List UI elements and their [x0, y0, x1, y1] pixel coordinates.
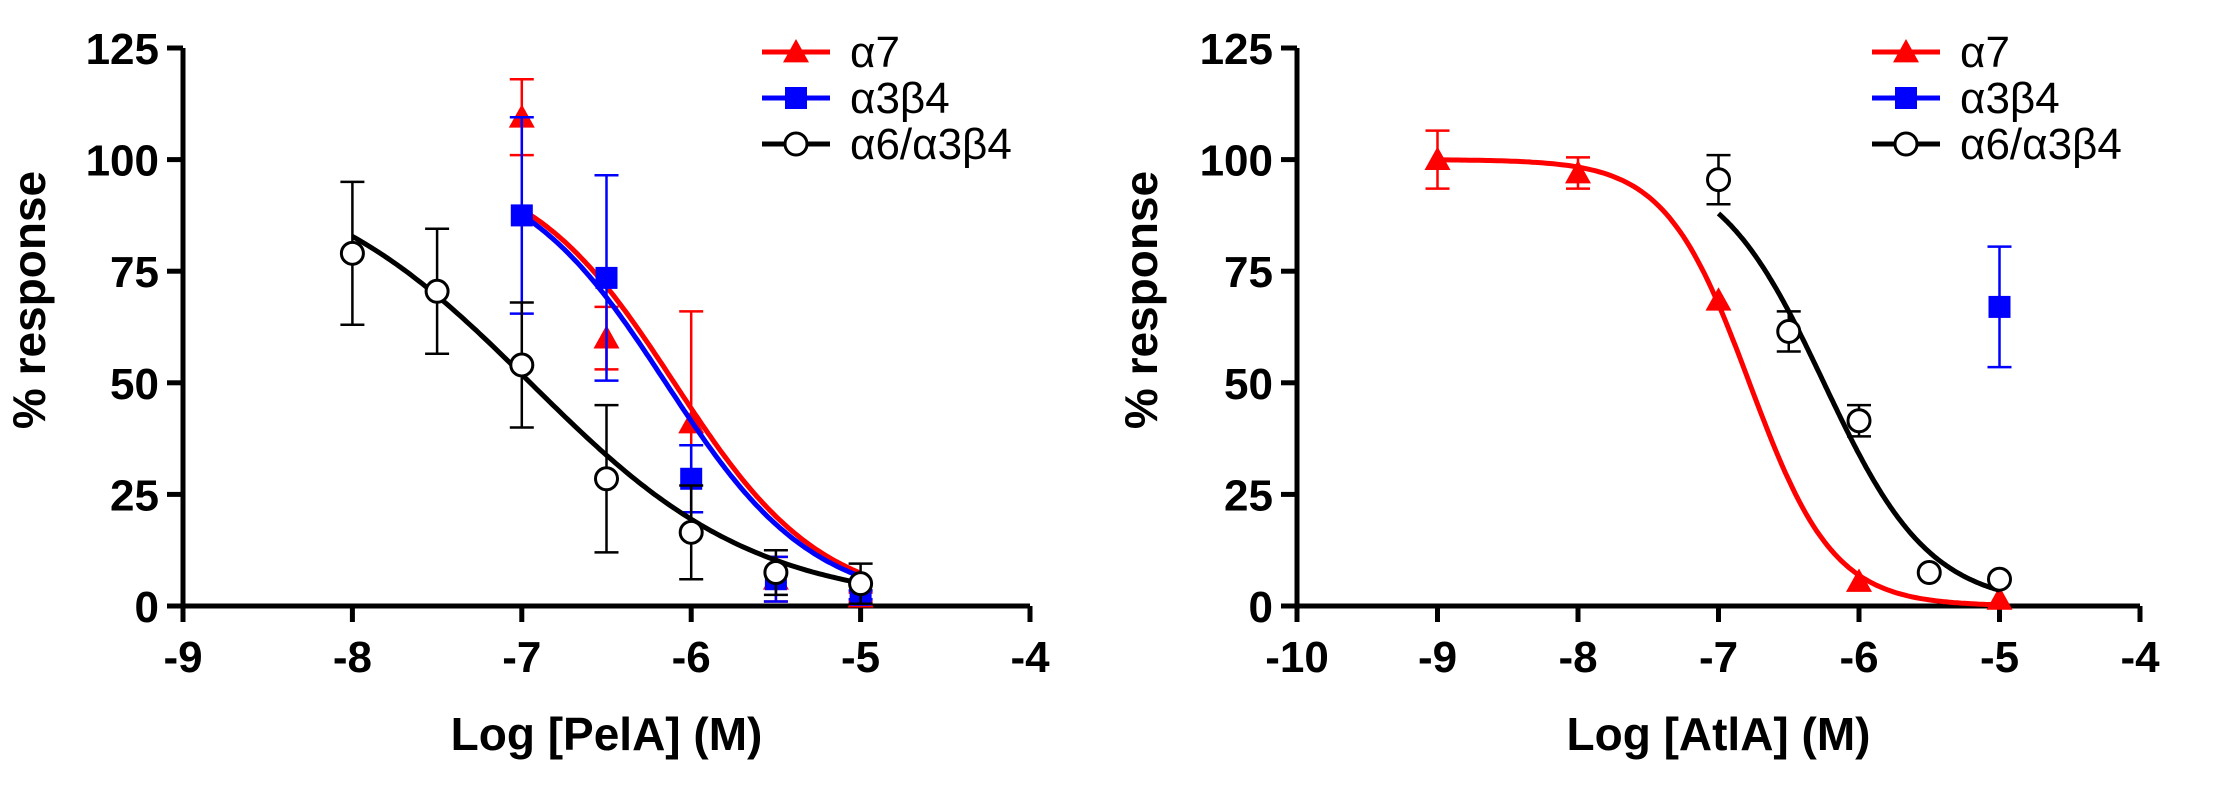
data-point-a3b4: [510, 204, 533, 227]
series-a7: [1424, 129, 2013, 610]
legend-entry-a6: α6/α3β4: [1872, 120, 2122, 169]
x-tick-label: -8: [333, 633, 372, 682]
y-tick-label: 25: [110, 471, 159, 520]
x-tick-label: -9: [1418, 633, 1457, 682]
data-point-a6: [848, 571, 874, 597]
y-axis-title: % response: [3, 171, 55, 429]
y-tick-label: 100: [1200, 137, 1273, 186]
data-point-a6: [509, 352, 535, 378]
data-point-a6: [339, 240, 365, 266]
legend-label: α3β4: [1960, 74, 2060, 123]
fit-curve-a3b4: [520, 212, 862, 579]
y-axis-title: % response: [1115, 171, 1167, 429]
data-point-a6: [1916, 560, 1942, 586]
data-point-a7: [508, 104, 535, 128]
data-point-a6: [1987, 566, 2012, 592]
y-tick-label: 75: [110, 248, 159, 297]
data-point-a6: [1706, 167, 1731, 193]
x-axis-title: Log [PelA] (M): [451, 708, 763, 760]
y-tick-label: 0: [135, 583, 159, 632]
legend-marker-a3b4: [785, 87, 807, 109]
y-tick-label: 25: [1224, 471, 1273, 520]
legend-label: α6/α3β4: [850, 120, 1012, 169]
y-tick-label: 125: [86, 25, 159, 74]
y-tick-label: 100: [86, 137, 159, 186]
data-point-a3b4: [1988, 295, 2011, 318]
x-tick-label: -4: [2120, 633, 2160, 682]
series-a6: [339, 180, 874, 606]
data-point-a7: [1424, 146, 1451, 170]
legend-label: α6/α3β4: [1960, 120, 2122, 169]
data-point-a6: [1846, 408, 1872, 434]
legend-label: α7: [850, 28, 900, 77]
x-tick-label: -6: [1839, 633, 1878, 682]
x-tick-label: -9: [163, 633, 202, 682]
x-axis-title: Log [AtlA] (M): [1567, 708, 1871, 760]
data-point-a7: [1705, 287, 1732, 311]
x-tick-label: -5: [1980, 633, 2019, 682]
x-tick-label: -6: [672, 633, 711, 682]
legend-entry-a3b4: α3β4: [1872, 74, 2060, 123]
data-point-a3b4: [595, 266, 618, 289]
x-tick-label: -5: [841, 633, 880, 682]
x-tick-label: -4: [1010, 633, 1050, 682]
data-point-a6: [424, 278, 450, 304]
y-tick-label: 50: [1224, 360, 1273, 409]
fit-curve-a6: [1716, 211, 2001, 593]
legend-marker-a7: [1893, 39, 1919, 63]
legend-marker-a6: [783, 131, 809, 157]
x-tick-label: -7: [502, 633, 541, 682]
y-tick-label: 50: [110, 360, 159, 409]
x-tick-label: -7: [1699, 633, 1738, 682]
data-point-a6: [594, 466, 619, 492]
legend-entry-a7: α7: [1872, 28, 2010, 77]
legend-entry-a6: α6/α3β4: [762, 120, 1012, 169]
y-tick-label: 125: [1200, 25, 1273, 74]
pela-panel: -9 -8 -7 -6 -5 -4 0 25 50 75 100 125 Log [PelA] (M)%…: [3, 25, 1050, 760]
data-point-a7: [1846, 568, 1872, 592]
y-tick-label: 0: [1249, 583, 1273, 632]
atla-panel: -10 -9 -8 -7 -6 -5 -4 0 25 50 75 100 125 Log [AtlA] (…: [1115, 25, 2160, 760]
x-tick-label: -8: [1558, 633, 1597, 682]
legend-label: α3β4: [850, 74, 950, 123]
legend-marker-a7: [783, 39, 809, 63]
y-tick-label: 75: [1224, 248, 1273, 297]
data-point-a6: [763, 560, 789, 586]
x-tick-label: -10: [1265, 633, 1329, 682]
data-point-a7: [1565, 159, 1591, 184]
legend-marker-a6: [1893, 131, 1919, 157]
legend-label: α7: [1960, 28, 2010, 77]
data-point-a7: [1986, 586, 2013, 610]
legend-marker-a3b4: [1895, 87, 1917, 109]
series-a3b4: [1987, 245, 2012, 369]
legend-entry-a3b4: α3β4: [762, 74, 950, 123]
data-point-a6: [678, 519, 704, 545]
data-point-a6: [1776, 318, 1802, 344]
series-a6: [1706, 153, 2012, 593]
legend-entry-a7: α7: [762, 28, 900, 77]
